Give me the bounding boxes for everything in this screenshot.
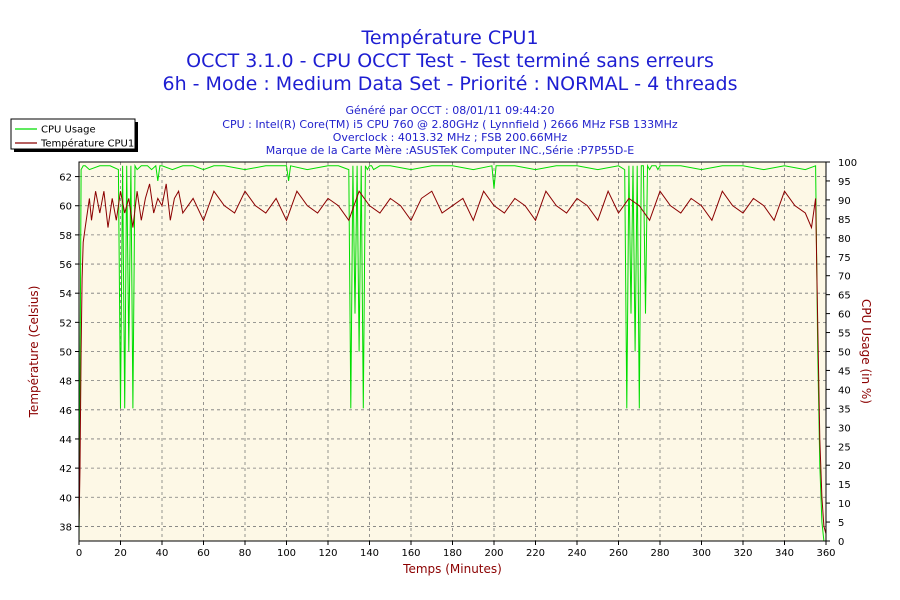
- y-right-tick-label: 65: [838, 291, 851, 302]
- legend-label-cpu-usage: CPU Usage: [41, 125, 96, 136]
- x-tick-label: 0: [76, 548, 82, 559]
- y-right-tick-label: 15: [838, 480, 851, 491]
- x-tick-label: 320: [733, 548, 752, 559]
- info-line-overclock: Overclock : 4013.32 MHz ; FSB 200.66MHz: [332, 131, 568, 144]
- chart-title: Température CPU1: [361, 27, 539, 49]
- y-right-tick-label: 25: [838, 442, 851, 453]
- y-left-tick-label: 42: [59, 464, 72, 475]
- x-tick-label: 260: [609, 548, 628, 559]
- x-axis-label: Temps (Minutes): [402, 562, 502, 576]
- x-tick-label: 80: [239, 548, 252, 559]
- y-right-tick-label: 85: [838, 215, 851, 226]
- y-right-tick-label: 100: [838, 158, 857, 169]
- legend: CPU Usage Température CPU1: [10, 118, 138, 152]
- chart-subtitle-1: OCCT 3.1.0 - CPU OCCT Test - Test termin…: [186, 50, 714, 72]
- x-tick-label: 280: [650, 548, 669, 559]
- x-tick-label: 40: [156, 548, 169, 559]
- legend-label-temperature: Température CPU1: [40, 138, 134, 150]
- y-left-tick-label: 46: [59, 406, 72, 417]
- y-left-tick-label: 58: [59, 231, 72, 242]
- x-tick-label: 200: [484, 548, 503, 559]
- y-right-tick-label: 70: [838, 272, 851, 283]
- y-left-tick-label: 38: [59, 522, 72, 533]
- series-line-cpu-usage: [78, 163, 826, 542]
- y-right-tick-label: 45: [838, 366, 851, 377]
- chart-subtitle-2: 6h - Mode : Medium Data Set - Priorité :…: [162, 73, 738, 95]
- y-right-tick-label: 90: [838, 196, 851, 207]
- x-tick-label: 160: [401, 548, 420, 559]
- y-axis-left-label: Température (Celsius): [27, 286, 41, 419]
- y-right-tick-label: 95: [838, 177, 851, 188]
- x-tick-label: 240: [567, 548, 586, 559]
- info-line-motherboard: Marque de la Carte Mère :ASUSTeK Compute…: [265, 144, 635, 157]
- y-left-tick-label: 48: [59, 377, 72, 388]
- y-axis-right-label: CPU Usage (in %): [859, 299, 873, 404]
- y-left-tick-label: 62: [59, 173, 72, 184]
- grid-lines: [78, 162, 827, 541]
- series-layer: [78, 163, 827, 542]
- y-left-tick-label: 44: [59, 435, 72, 446]
- y-right-tick-label: 75: [838, 253, 851, 264]
- y-right-tick-label: 20: [838, 461, 851, 472]
- y-right-tick-label: 60: [838, 310, 851, 321]
- y-right-tick-label: 80: [838, 234, 851, 245]
- y-right-tick-label: 55: [838, 329, 851, 340]
- y-left-tick-label: 52: [59, 318, 72, 329]
- y-left-tick-label: 40: [59, 493, 72, 504]
- x-tick-label: 100: [277, 548, 296, 559]
- info-line-cpu: CPU : Intel(R) Core(TM) i5 CPU 760 @ 2.8…: [222, 118, 678, 131]
- tick-labels: 0 20 40 60 80 100 120 140 160 180 200 220 240 260 280 3…: [59, 158, 857, 559]
- y-left-tick-label: 60: [59, 202, 72, 213]
- y-right-tick-label: 10: [838, 499, 851, 510]
- series-line-temperature: [78, 183, 827, 534]
- y-right-tick-label: 40: [838, 385, 851, 396]
- y-right-tick-label: 5: [838, 518, 844, 529]
- y-left-tick-label: 50: [59, 348, 72, 359]
- y-right-tick-label: 0: [838, 537, 844, 548]
- x-tick-label: 60: [197, 548, 210, 559]
- x-tick-label: 120: [318, 548, 337, 559]
- x-tick-label: 220: [526, 548, 545, 559]
- y-right-tick-label: 35: [838, 404, 851, 415]
- x-tick-label: 300: [692, 548, 711, 559]
- x-tick-label: 180: [443, 548, 462, 559]
- y-left-tick-label: 54: [59, 289, 72, 300]
- x-tick-label: 360: [816, 548, 835, 559]
- info-line-generated: Généré par OCCT : 08/01/11 09:44:20: [345, 104, 555, 117]
- x-tick-label: 20: [114, 548, 127, 559]
- y-left-tick-label: 56: [59, 260, 72, 271]
- x-tick-label: 140: [360, 548, 379, 559]
- y-right-tick-label: 30: [838, 423, 851, 434]
- x-tick-label: 340: [775, 548, 794, 559]
- y-right-tick-label: 50: [838, 348, 851, 359]
- legend-box: [10, 118, 136, 150]
